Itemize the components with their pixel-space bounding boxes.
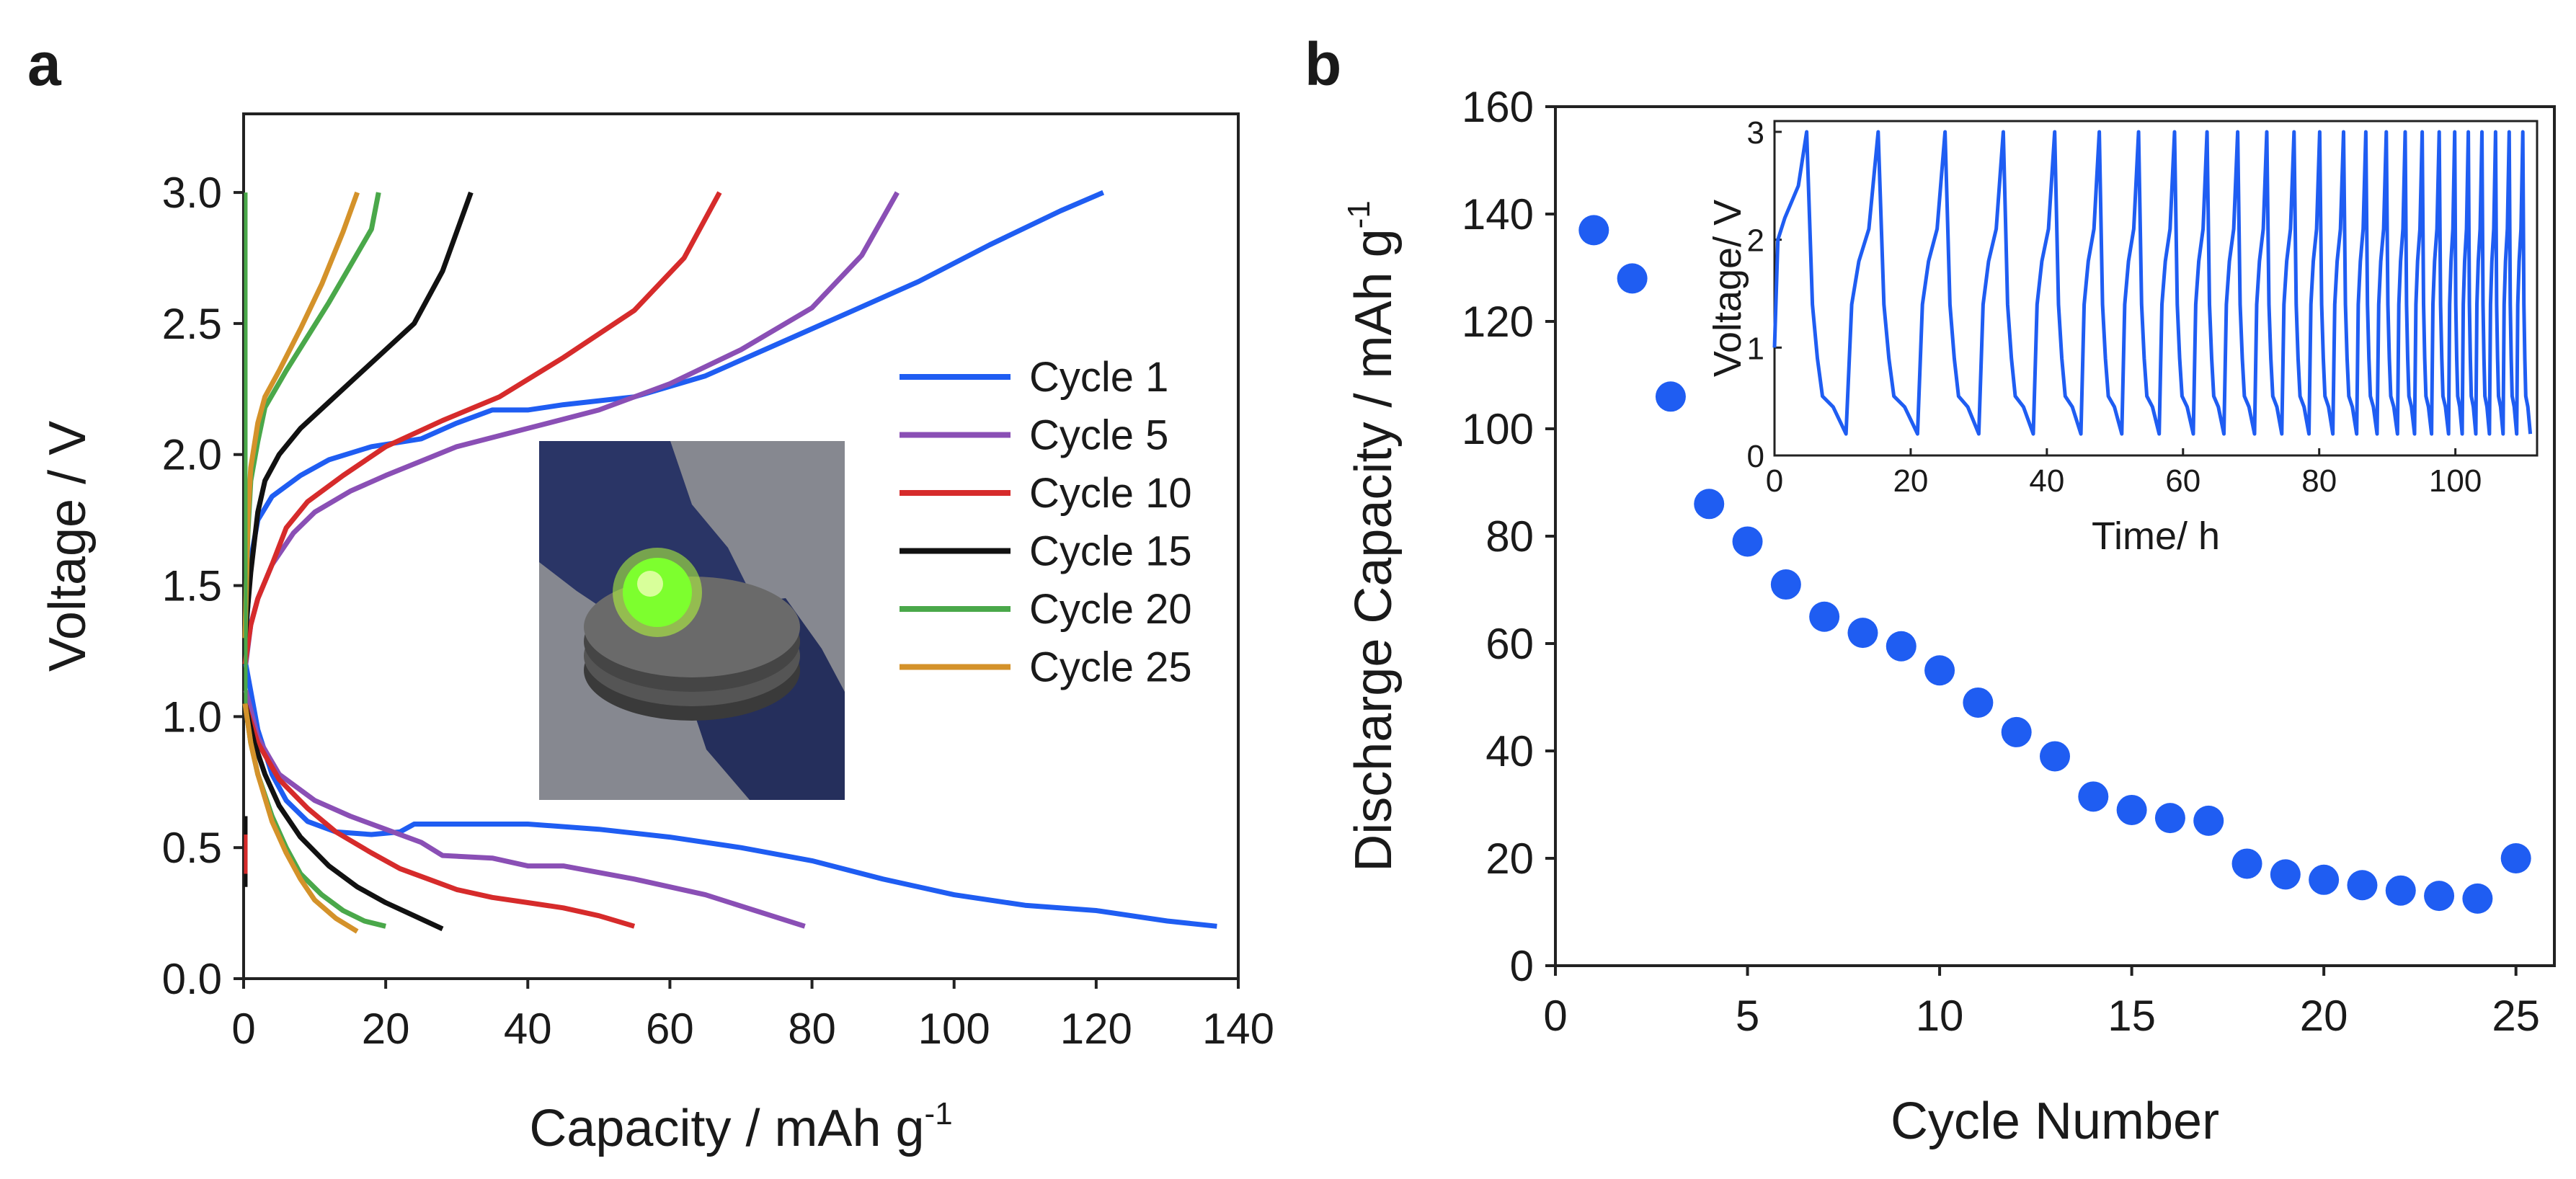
- y-tick-label: 120: [1462, 298, 1534, 346]
- series-line-charge-cycle: [242, 191, 360, 639]
- data-point: [1809, 601, 1840, 632]
- data-point: [1924, 655, 1955, 686]
- data-point: [1770, 569, 1801, 600]
- y-tick-label: 40: [1485, 727, 1534, 775]
- legend-label: Cycle 10: [1029, 470, 1192, 517]
- data-point: [2347, 870, 2378, 901]
- data-point: [1847, 618, 1878, 649]
- data-point: [2270, 859, 2301, 890]
- x-tick-label: 0: [231, 1005, 255, 1053]
- data-point: [2424, 881, 2455, 912]
- x-tick-label: 5: [1736, 992, 1759, 1040]
- data-point: [2193, 805, 2224, 836]
- data-point: [1655, 381, 1686, 412]
- data-point: [1732, 526, 1763, 557]
- y-tick-label: 60: [1485, 620, 1534, 668]
- inset-y-tick-label: 2: [1747, 223, 1764, 259]
- series-line-discharge-cycle: [242, 703, 636, 929]
- series-line-discharge-cycle: [243, 690, 806, 929]
- series-line-discharge-cycle: [242, 703, 444, 932]
- inset-x-tick-label: 20: [1893, 463, 1928, 499]
- inset-x-axis-title: Time/ h: [2092, 515, 2220, 558]
- panel-a-chart: 0 20 40 60 80 100 120 140 0.0 0.5 1.0 1.5 2.0 2.5 3.0 C…: [39, 112, 1274, 1157]
- x-tick-label: 20: [2300, 992, 2348, 1040]
- inset-y-tick-label: 1: [1747, 331, 1764, 366]
- x-tick-label: 120: [1060, 1005, 1132, 1053]
- inset-x-tick-label: 80: [2301, 463, 2337, 499]
- y-axis-title-superscript: -1: [1341, 200, 1377, 228]
- data-point: [1694, 489, 1725, 520]
- x-tick-label: 140: [1202, 1005, 1274, 1053]
- x-tick-label: 10: [1916, 992, 1964, 1040]
- data-point: [2462, 883, 2493, 914]
- data-point: [2385, 875, 2416, 906]
- inset-y-tick-label: 0: [1747, 439, 1764, 474]
- y-tick-label: 100: [1462, 405, 1534, 453]
- panel-b-inset-chart: 0 20 40 60 80 100 0 1 2 3 Time/ h Voltage/ V: [1706, 115, 2539, 558]
- plot-frame: [242, 112, 1240, 980]
- series-line-charge-cycle: [243, 190, 1105, 639]
- data-point: [2040, 741, 2070, 772]
- panel-a-label: a: [27, 30, 62, 98]
- x-tick-label: 0: [1543, 992, 1567, 1040]
- x-axis-title-superscript: -1: [925, 1096, 953, 1131]
- series-line-charge-cycle: [242, 191, 722, 665]
- inset-x-tick-label: 100: [2429, 463, 2482, 499]
- y-axis-title: Discharge Capacity / mAh g-1: [1341, 200, 1403, 872]
- series-line-charge-cycle: [242, 191, 474, 639]
- inset-x-tick-label: 0: [1766, 463, 1783, 499]
- y-tick-label: 160: [1462, 83, 1534, 131]
- inset-voltage-trace: [1772, 130, 2533, 436]
- y-axis-title: Voltage / V: [39, 421, 97, 672]
- legend-label: Cycle 20: [1029, 586, 1192, 633]
- y-tick-label: 0.5: [162, 824, 222, 872]
- data-point: [2309, 864, 2340, 895]
- data-point: [1963, 687, 1994, 718]
- inset-x-tick-label: 60: [2165, 463, 2200, 499]
- y-tick-label: 1.0: [162, 693, 222, 741]
- x-axis-title: Capacity / mAh g-1: [529, 1096, 952, 1157]
- y-tick-label: 2.0: [162, 431, 222, 479]
- x-tick-label: 15: [2108, 992, 2156, 1040]
- data-point: [2231, 848, 2262, 879]
- data-point: [2154, 803, 2185, 834]
- inset-x-tick-label: 40: [2029, 463, 2064, 499]
- y-tick-label: 2.5: [162, 300, 222, 348]
- coin-cell-photo: [539, 441, 845, 800]
- x-axis-title: Cycle Number: [1891, 1093, 2219, 1150]
- data-point: [2500, 843, 2531, 873]
- y-tick-label: 0.0: [162, 955, 222, 1003]
- data-point: [2116, 794, 2147, 825]
- series-line-discharge-cycle: [243, 663, 1217, 929]
- y-tick-label: 80: [1485, 512, 1534, 561]
- x-tick-label: 40: [504, 1005, 552, 1053]
- data-point: [2001, 716, 2032, 747]
- legend-label: Cycle 15: [1029, 528, 1192, 575]
- y-tick-label: 0: [1510, 942, 1534, 990]
- y-tick-label: 1.5: [162, 562, 222, 610]
- data-point: [1617, 263, 1648, 294]
- data-point: [1886, 631, 1917, 662]
- inset-y-tick-label: 3: [1747, 115, 1764, 151]
- legend-label: Cycle 1: [1029, 354, 1168, 401]
- x-tick-label: 80: [788, 1005, 836, 1053]
- inset-y-axis-title: Voltage/ V: [1706, 200, 1749, 377]
- legend-label: Cycle 25: [1029, 644, 1192, 691]
- x-tick-label: 60: [646, 1005, 694, 1053]
- legend-label: Cycle 5: [1029, 412, 1168, 459]
- x-tick-label: 100: [918, 1005, 990, 1053]
- y-tick-label: 140: [1462, 190, 1534, 239]
- data-point: [1578, 215, 1609, 246]
- x-tick-label: 25: [2492, 992, 2540, 1040]
- series-line-discharge-cycle: [242, 703, 359, 934]
- y-tick-label: 3.0: [162, 169, 222, 217]
- panel-b-label: b: [1305, 30, 1341, 98]
- y-tick-label: 20: [1485, 835, 1534, 883]
- data-point: [2078, 781, 2109, 812]
- x-tick-label: 20: [362, 1005, 410, 1053]
